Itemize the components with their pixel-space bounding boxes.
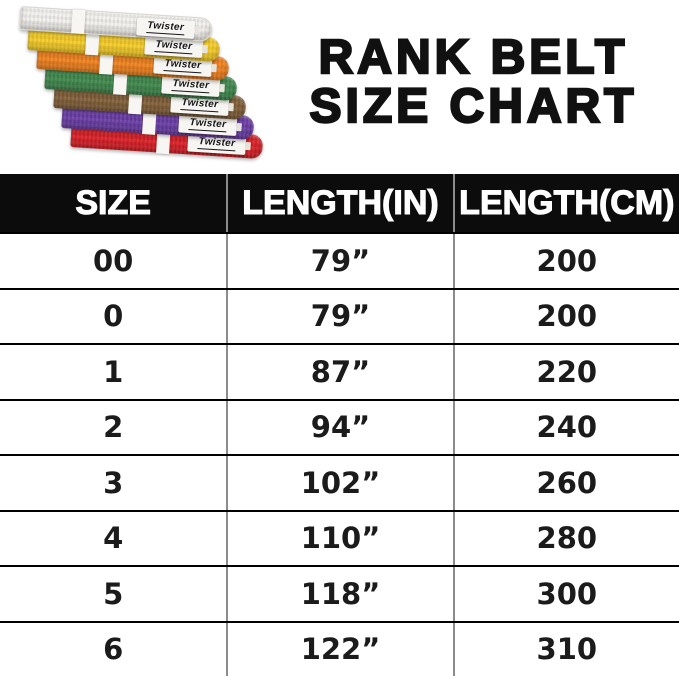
table-row: 5 118” 300 (0, 565, 679, 621)
brand-text: Twister (145, 20, 186, 36)
size-cell: 4 (103, 521, 124, 556)
belt-stack-image: Twister Twister Twister Twister Twister … (0, 0, 290, 174)
table-header-row: SIZE LENGTH(IN) LENGTH(CM) (0, 174, 679, 232)
brand-text: Twister (197, 136, 237, 152)
size-cell: 0 (103, 299, 124, 334)
length-cm-cell: 260 (452, 456, 679, 510)
brand-text: Twister (154, 39, 194, 55)
col-header-length-in: LENGTH(IN) (226, 174, 453, 232)
length-cm-cell: 220 (452, 345, 679, 399)
table-row: 6 122” 310 (0, 620, 679, 676)
size-cell: 00 (92, 243, 134, 278)
length-in-cell: 94” (226, 400, 452, 454)
length-in-cell: 79” (226, 234, 452, 288)
brand-label-tag: Twister (136, 17, 196, 39)
length-in-cell: 110” (226, 511, 452, 565)
brand-text: Twister (188, 117, 228, 133)
length-in-cell: 122” (226, 622, 452, 676)
size-cell: 3 (103, 465, 124, 500)
col-header-length-cm: LENGTH(CM) (452, 174, 679, 232)
page-title: RANK BELT SIZE CHART (270, 31, 677, 133)
length-cm-cell: 240 (452, 400, 679, 454)
length-in-cell: 102” (226, 456, 452, 510)
size-cell: 2 (103, 410, 124, 445)
length-cm-cell: 280 (452, 511, 679, 565)
length-in-cell: 87” (226, 345, 452, 399)
brand-text: Twister (163, 58, 203, 74)
col-header-size: SIZE (0, 174, 227, 232)
length-cm-cell: 200 (452, 289, 679, 343)
length-in-cell: 118” (226, 567, 452, 621)
table-row: 4 110” 280 (0, 509, 679, 565)
size-cell: 1 (103, 354, 124, 389)
size-cell: 6 (103, 632, 124, 667)
table-row: 00 79” 200 (0, 232, 679, 288)
top-section: Twister Twister Twister Twister Twister … (0, 0, 679, 174)
table-row: 0 79” 200 (0, 287, 679, 343)
brand-text: Twister (171, 78, 211, 94)
belt-cross-stripe (71, 9, 86, 35)
brand-text: Twister (180, 97, 220, 113)
table-row: 2 94” 240 (0, 398, 679, 454)
length-cm-cell: 200 (452, 234, 679, 288)
table-row: 3 102” 260 (0, 454, 679, 510)
page-title-line2: SIZE CHART (308, 80, 638, 133)
page-title-line1: RANK BELT (317, 31, 629, 84)
size-cell: 5 (103, 576, 124, 611)
length-cm-cell: 300 (452, 567, 679, 621)
length-cm-cell: 310 (452, 622, 679, 676)
table-row: 1 87” 220 (0, 343, 679, 399)
size-chart-table: SIZE LENGTH(IN) LENGTH(CM) 00 79” 200 0 … (0, 174, 679, 676)
length-in-cell: 79” (226, 289, 452, 343)
